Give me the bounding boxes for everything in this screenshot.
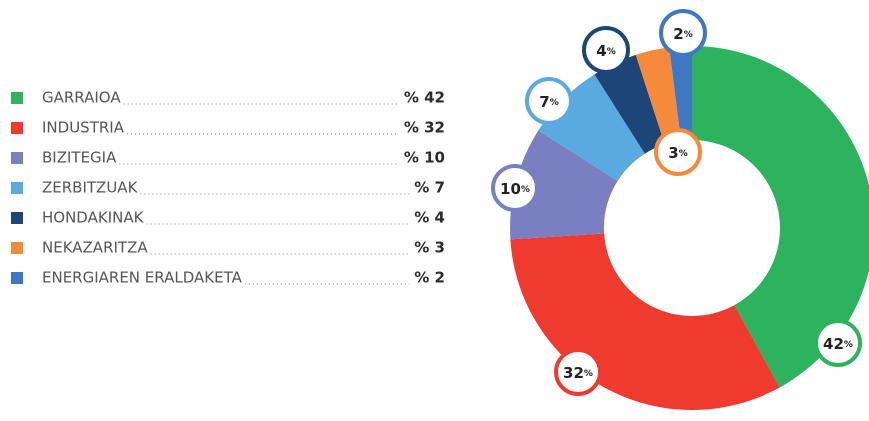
legend-label: ENERGIAREN ERALDAKETA (42, 269, 243, 287)
legend-swatch (11, 242, 23, 254)
legend-value: % 3 (414, 239, 445, 257)
legend-value: % 10 (404, 149, 445, 167)
donut-slice (635, 47, 681, 145)
legend-label: GARRAIOA (42, 89, 121, 107)
slice-label: 2% (673, 25, 692, 43)
label-bubble (525, 77, 573, 125)
legend-swatch (11, 92, 23, 104)
slice-label: 42% (823, 335, 853, 353)
donut-slice (594, 54, 665, 154)
label-bubble (654, 128, 702, 176)
slice-label: 3% (668, 144, 687, 162)
legend-value: % 4 (414, 209, 445, 227)
legend-swatch (11, 182, 23, 194)
label-bubble (582, 26, 630, 74)
legend-label: BIZITEGIA (42, 149, 117, 167)
slice-label: 32% (563, 364, 593, 382)
label-bubble (814, 319, 862, 367)
label-bubble (491, 164, 539, 212)
label-bubble (659, 9, 707, 57)
legend-value: % 42 (404, 89, 445, 107)
slice-label: 4% (596, 42, 615, 60)
donut-slice (669, 46, 692, 141)
legend-value: % 7 (414, 179, 445, 197)
slice-label: 7% (539, 93, 558, 111)
legend-value: % 32 (404, 119, 445, 137)
legend-swatch (11, 152, 23, 164)
donut-slice (510, 130, 618, 240)
legend-swatch (11, 212, 23, 224)
legend-swatch (11, 122, 23, 134)
legend-label: ZERBITZUAK (42, 179, 139, 197)
legend-value: % 2 (414, 269, 445, 287)
legend-label: INDUSTRIA (42, 119, 125, 137)
legend-label: NEKAZARITZA (42, 239, 148, 257)
donut-slice (510, 233, 780, 411)
legend-swatch (11, 272, 23, 284)
slice-label: 10% (500, 180, 530, 198)
donut-slice (692, 46, 869, 388)
label-bubble (554, 348, 602, 396)
legend-label: HONDAKINAK (42, 209, 145, 227)
